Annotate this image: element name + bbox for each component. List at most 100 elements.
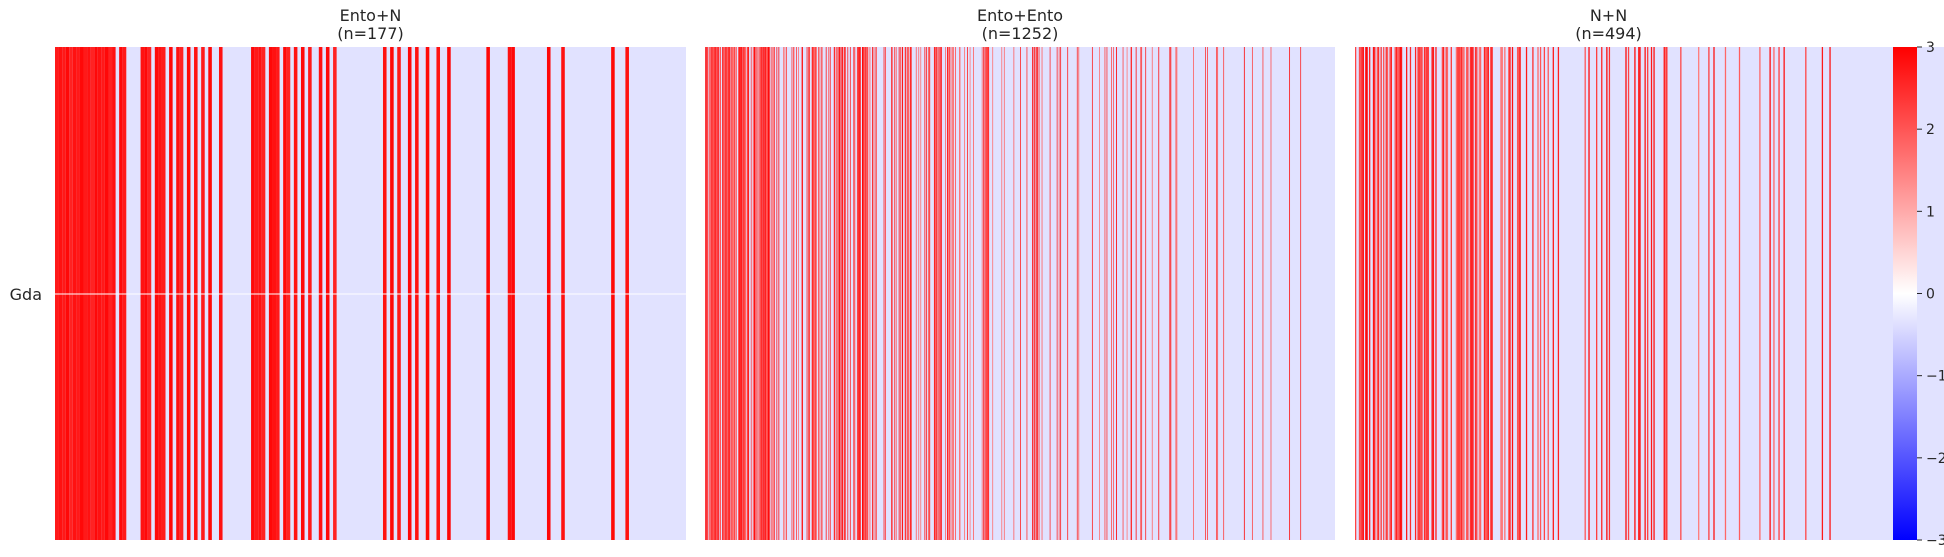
- heatmap-cell: [1078, 47, 1080, 540]
- heatmap-cell: [1486, 47, 1488, 540]
- heatmap-cell: [1400, 47, 1403, 540]
- heatmap-cell: [1543, 47, 1546, 540]
- heatmap-cell: [883, 47, 885, 540]
- heatmap-cell: [729, 47, 731, 540]
- heatmap-cell: [1511, 47, 1514, 540]
- heatmap-cell: [1141, 47, 1143, 540]
- heatmap-cell: [760, 47, 762, 540]
- heatmap-cell: [847, 47, 849, 540]
- heatmap-cell: [1769, 47, 1771, 540]
- heatmap-cell: [955, 47, 956, 540]
- heatmap-cell: [1445, 47, 1447, 540]
- heatmap-cell: [769, 47, 771, 540]
- heatmap-cell: [1821, 47, 1824, 540]
- heatmap-cell: [752, 47, 754, 540]
- heatmap-cell: [939, 47, 941, 540]
- heatmap-cell: [1647, 47, 1649, 540]
- heatmap-cell: [707, 47, 709, 540]
- heatmap-cell: [814, 47, 815, 540]
- heatmap-cell: [1420, 47, 1422, 540]
- heatmap-cell: [715, 47, 716, 540]
- heatmap-cell: [952, 47, 954, 540]
- heatmap-cell: [885, 47, 886, 540]
- panel-ento-n-title: Ento+N: [340, 6, 402, 25]
- heatmap-cell: [1501, 47, 1503, 540]
- panel-n-n-subtitle: (n=494): [1575, 24, 1642, 43]
- colorbar-tick-label: 0: [1926, 287, 1935, 303]
- heatmap-cell: [945, 47, 946, 540]
- heatmap-cell: [1639, 47, 1641, 540]
- heatmap-cell: [1175, 47, 1177, 540]
- heatmap-cell: [1091, 47, 1093, 540]
- heatmap-cell: [891, 47, 892, 540]
- heatmap-cell: [1713, 47, 1715, 540]
- heatmap-cell: [722, 47, 723, 540]
- colorbar: [1893, 47, 1917, 540]
- heatmap-cell: [1300, 47, 1302, 540]
- heatmap-cell: [1738, 47, 1741, 540]
- heatmap-cell: [987, 47, 989, 540]
- heatmap-cell: [1361, 47, 1363, 540]
- colorbar-tick-label: −3: [1926, 533, 1944, 549]
- heatmap-cell: [1518, 47, 1520, 540]
- heatmap-cell: [1471, 47, 1473, 540]
- heatmap-cell: [862, 47, 863, 540]
- heatmap-cell: [867, 47, 869, 540]
- heatmap-cell: [1508, 47, 1510, 540]
- heatmap-cell: [924, 47, 926, 540]
- heatmap-cell: [1058, 47, 1060, 540]
- heatmap-cell: [1525, 47, 1528, 540]
- heatmap-cell: [1664, 47, 1667, 540]
- heatmap-cell: [1372, 47, 1375, 540]
- heatmap-cell: [1216, 47, 1218, 540]
- heatmap-cell: [875, 47, 877, 540]
- heatmap-cell: [1151, 47, 1153, 540]
- heatmap-cell: [1355, 47, 1357, 540]
- heatmap-cell: [1358, 47, 1361, 540]
- heatmap-cell: [719, 47, 721, 540]
- heatmap-cell: [1425, 47, 1427, 540]
- heatmap-cell: [720, 47, 721, 540]
- heatmap-cell: [763, 47, 765, 540]
- heatmap-cell: [821, 47, 823, 540]
- heatmap-cell: [1417, 47, 1419, 540]
- heatmap-cell: [1455, 47, 1458, 540]
- heatmap-cell: [973, 47, 974, 540]
- heatmap-cell: [992, 47, 994, 540]
- heatmap-cell: [1490, 47, 1492, 540]
- heatmap-cell: [947, 47, 948, 540]
- heatmap-cell: [1106, 47, 1108, 540]
- colorbar-ticks: 3 2 1 0 −1 −2 −3: [1917, 40, 1944, 549]
- heatmap-cell: [707, 47, 708, 540]
- panel-ento-ento-subtitle: (n=1252): [982, 24, 1059, 43]
- heatmap-cell: [773, 47, 775, 540]
- heatmap-cell: [743, 47, 745, 540]
- heatmap-cell: [733, 47, 735, 540]
- heatmap-cell: [929, 47, 931, 540]
- heatmap-cell: [1441, 47, 1443, 540]
- heatmap-cell: [904, 47, 906, 540]
- heatmap-cell: [765, 47, 767, 540]
- heatmap-cell: [1418, 47, 1421, 540]
- heatmap-cell: [1394, 47, 1396, 540]
- heatmap-cell: [864, 47, 865, 540]
- heatmap-cell: [1638, 47, 1640, 540]
- heatmap-cell: [713, 47, 714, 540]
- heatmap-cell: [909, 47, 911, 540]
- heatmap-cell: [793, 47, 794, 540]
- panel-n-n-columns: [1355, 47, 1831, 540]
- heatmap-cell: [867, 47, 868, 540]
- heatmap-cell: [1251, 47, 1253, 540]
- heatmap-cell: [1067, 47, 1069, 540]
- heatmap-cell: [1584, 47, 1586, 540]
- heatmap-cell: [1414, 47, 1417, 540]
- heatmap-cell: [1547, 47, 1549, 540]
- panel-ento-n-subtitle: (n=177): [337, 24, 404, 43]
- heatmap-cell: [1369, 47, 1371, 540]
- heatmap-cell: [1773, 47, 1775, 540]
- heatmap-cell: [1829, 47, 1831, 540]
- heatmap-cell: [791, 47, 793, 540]
- heatmap-cell: [1634, 47, 1636, 540]
- heatmap-cell: [801, 47, 803, 540]
- panel-n-n-background: [1355, 47, 1944, 540]
